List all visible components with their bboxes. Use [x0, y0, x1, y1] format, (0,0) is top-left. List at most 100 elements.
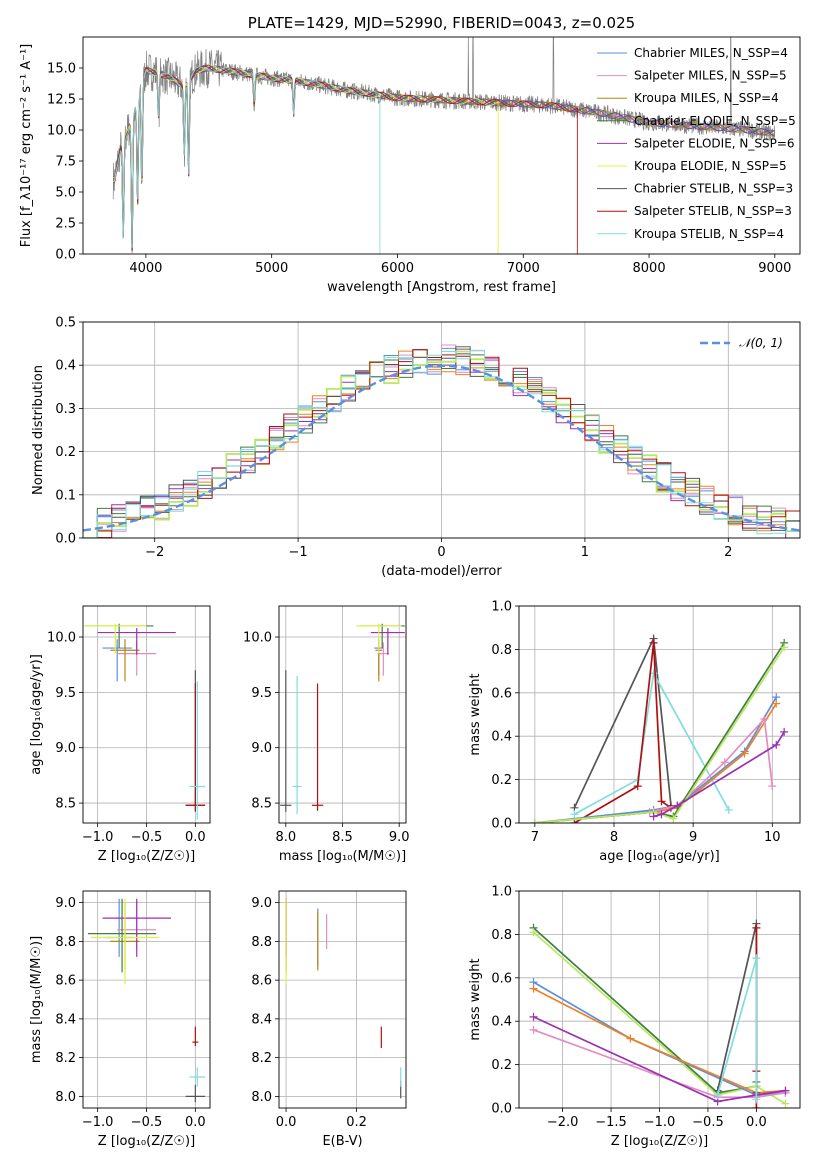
- y-tick-label: 8.5: [55, 797, 76, 812]
- x-axis-label: mass [log₁₀(M/M☉)]: [279, 849, 406, 864]
- y-tick-label: 0.4: [55, 359, 76, 374]
- y-tick-label: 9.0: [55, 741, 76, 756]
- y-axis-label: age [log₁₀(age/yr)]: [29, 654, 44, 775]
- x-tick-label: −0.5: [131, 830, 163, 845]
- axes-Z-weight: −2.0 −1.5 −1.0 −0.5 0.0 0.0 0.2 0.4 0.6 0.8 1.0 Z […: [468, 885, 801, 1149]
- weight-line: [533, 1029, 786, 1099]
- y-tick-label: 0.6: [491, 971, 512, 986]
- x-tick-label: −1.0: [82, 830, 114, 845]
- weight-marker: [780, 727, 789, 736]
- axes-ebv-mass: 0.0 0.2 8.0 8.2 8.4 8.6 8.8 9.0 E(B-V): [251, 890, 407, 1149]
- weight-marker: [752, 923, 761, 932]
- y-tick-label: 7.5: [55, 155, 76, 170]
- x-axis-label: (data-model)/error: [381, 564, 502, 579]
- legend-entry: Kroupa MILES, N_SSP=4: [634, 91, 779, 105]
- plot-area: [529, 919, 790, 1108]
- y-axis-label: mass weight: [468, 958, 483, 1040]
- x-tick-label: 9.0: [389, 830, 410, 845]
- y-tick-label: 9.0: [55, 896, 76, 911]
- legend-entry: Salpeter ELODIE, N_SSP=6: [634, 136, 795, 150]
- plot-area: [83, 344, 800, 538]
- x-axis-label: age [log₁₀(age/yr)]: [599, 849, 720, 864]
- weight-marker: [570, 819, 579, 823]
- y-tick-label: 0.6: [491, 686, 512, 701]
- weight-marker: [724, 805, 733, 814]
- y-tick-label: 0.1: [55, 488, 76, 503]
- weight-marker: [772, 699, 781, 708]
- y-tick-label: 8.0: [55, 1090, 76, 1105]
- y-tick-label: 9.0: [251, 741, 272, 756]
- y-tick-label: 0.0: [491, 817, 512, 832]
- weight-marker: [781, 1086, 790, 1095]
- weight-line: [533, 1016, 786, 1103]
- y-tick-label: 8.4: [55, 1012, 76, 1027]
- axes-Z-mass: −1.0 −0.5 0.0 8.0 8.2 8.4 8.6 8.8 9.0 Z [log₁₀(Z/…: [29, 890, 211, 1149]
- histogram-series: [83, 350, 800, 538]
- x-tick-label: 6000: [381, 261, 414, 276]
- y-tick-label: 0.0: [55, 532, 76, 547]
- weight-marker: [780, 643, 789, 652]
- x-tick-label: −1.0: [82, 1115, 114, 1130]
- x-tick-label: −1.5: [595, 1115, 627, 1130]
- weight-marker: [752, 1095, 761, 1104]
- legend-entry: Chabrier MILES, N_SSP=4: [634, 46, 788, 60]
- y-tick-label: 10.0: [243, 631, 272, 646]
- y-tick-label: 0.2: [491, 773, 512, 788]
- y-tick-label: 8.0: [251, 1090, 272, 1105]
- y-tick-label: 12.5: [47, 93, 76, 108]
- weight-marker: [673, 801, 682, 810]
- weight-marker: [713, 1090, 722, 1099]
- weight-marker: [752, 1104, 761, 1108]
- x-axis-label: E(B-V): [322, 1134, 362, 1149]
- x-tick-label: 0.0: [185, 830, 206, 845]
- weight-line: [649, 716, 774, 813]
- gaussian-curve: [83, 364, 800, 532]
- x-tick-label: 1: [581, 545, 589, 560]
- weight-marker: [768, 782, 777, 791]
- model-spectrum: [112, 64, 776, 251]
- x-tick-label: 10: [764, 830, 781, 845]
- legend-entry: 𝒩(0, 1): [739, 336, 783, 350]
- weight-line: [533, 987, 786, 1094]
- y-tick-label: 8.2: [251, 1051, 272, 1066]
- y-tick-label: 8.8: [55, 935, 76, 950]
- axes-frame: [82, 890, 211, 1109]
- y-tick-label: 9.5: [251, 686, 272, 701]
- weight-line: [573, 635, 672, 809]
- weight-line: [533, 981, 786, 1096]
- y-tick-label: 8.4: [251, 1012, 272, 1027]
- y-tick-label: 8.5: [251, 797, 272, 812]
- y-axis-label: Normed distribution: [31, 365, 46, 495]
- weight-marker: [649, 812, 658, 821]
- x-tick-label: −1: [289, 545, 308, 560]
- axes-frame: [82, 605, 211, 824]
- x-tick-label: −2.0: [547, 1115, 579, 1130]
- x-tick-label: 0.0: [746, 1115, 767, 1130]
- axes-frame: [278, 890, 407, 1109]
- plot-area: [280, 623, 405, 815]
- weight-marker: [626, 1034, 635, 1043]
- x-tick-label: 4000: [129, 261, 162, 276]
- data-spectrum: [112, 37, 776, 254]
- x-tick-label: 8: [610, 830, 618, 845]
- x-tick-label: 0.0: [276, 1115, 297, 1130]
- axes-mass-age: 8.0 8.5 9.0 8.5 9.0 9.5 10.0 mass [log₁₀(M/M☉)]: [243, 605, 410, 864]
- weight-marker: [530, 819, 539, 823]
- weight-marker: [760, 714, 769, 723]
- axes-Z-age: −1.0 −0.5 0.0 8.5 9.0 9.5 10.0 Z [log₁₀(Z/Z☉)] a…: [29, 605, 211, 864]
- x-tick-label: 9: [689, 830, 697, 845]
- y-tick-label: 0.8: [491, 643, 512, 658]
- weight-line: [534, 703, 778, 823]
- y-tick-label: 8.6: [251, 974, 272, 989]
- weight-marker: [529, 1025, 538, 1034]
- axes-frame: [278, 605, 407, 824]
- x-tick-label: 2: [724, 545, 732, 560]
- plot-area: [83, 623, 206, 820]
- y-axis-label: Flux [f_λ10⁻¹⁷ erg cm⁻² s⁻¹ A⁻¹]: [19, 44, 34, 248]
- y-tick-label: 0.0: [55, 248, 76, 263]
- x-tick-label: 8.0: [275, 830, 296, 845]
- y-tick-label: 8.6: [55, 974, 76, 989]
- y-tick-label: 8.8: [251, 935, 272, 950]
- legend-entry: Kroupa ELODIE, N_SSP=5: [634, 159, 787, 173]
